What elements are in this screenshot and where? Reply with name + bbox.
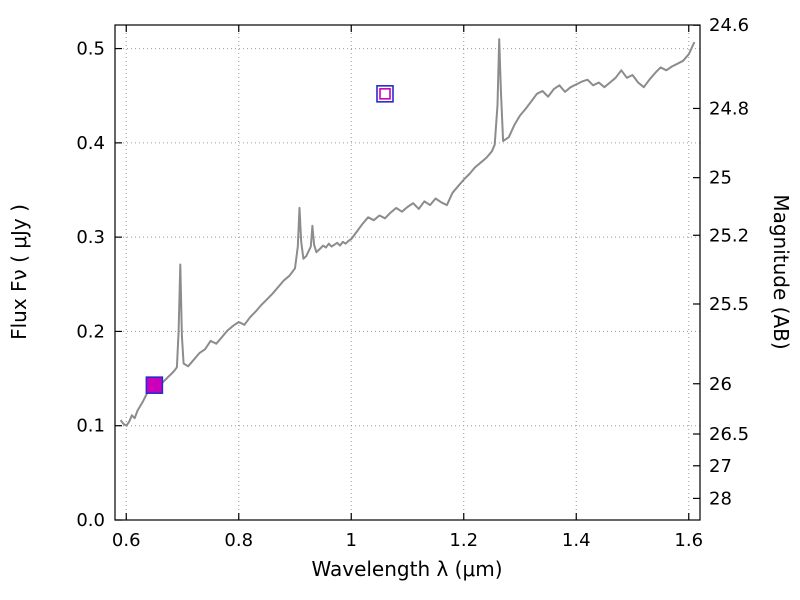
y-tick-label-left: 0.4 [76,133,105,154]
y-tick-label-left: 0.5 [76,39,105,60]
x-tick-label: 0.6 [112,530,141,551]
y-tick-label-right: 24.6 [709,15,749,36]
y-tick-label-right: 28 [709,488,732,509]
photometry-point-2-inner [379,88,391,100]
y-tick-label-left: 0.1 [76,416,105,437]
y-tick-label-right: 26.5 [709,424,749,445]
y-tick-label-left: 0.3 [76,227,105,248]
y-axis-label-left: Flux Fν ( μJy ) [7,204,31,340]
y-tick-label-right: 24.8 [709,98,749,119]
y-axis-label-right: Magnitude (AB) [769,194,793,349]
y-tick-label-right: 25 [709,168,732,189]
x-axis-label: Wavelength λ (μm) [311,557,502,581]
y-tick-label-right: 25.2 [709,225,749,246]
photometry-point-2 [376,85,394,103]
y-tick-label-right: 27 [709,456,732,477]
photometry-point-1-inner [148,379,161,391]
y-tick-label-left: 0.0 [76,510,105,531]
y-tick-label-left: 0.2 [76,321,105,342]
x-tick-label: 1.6 [674,530,703,551]
plot-area: 0.6 0.8 1 1.2 1.4 1.6 0.0 0.1 0.2 0.3 0.4 0.5 24.6 24… [76,15,749,551]
y-tick-label-right: 25.5 [709,294,749,315]
y-tick-label-right: 26 [709,374,732,395]
x-tick-label: 1 [346,530,357,551]
x-tick-label: 1.4 [562,530,591,551]
x-tick-label: 1.2 [449,530,478,551]
plot-border [114,24,701,521]
x-tick-label: 0.8 [224,530,253,551]
spectrum-line [119,38,696,427]
